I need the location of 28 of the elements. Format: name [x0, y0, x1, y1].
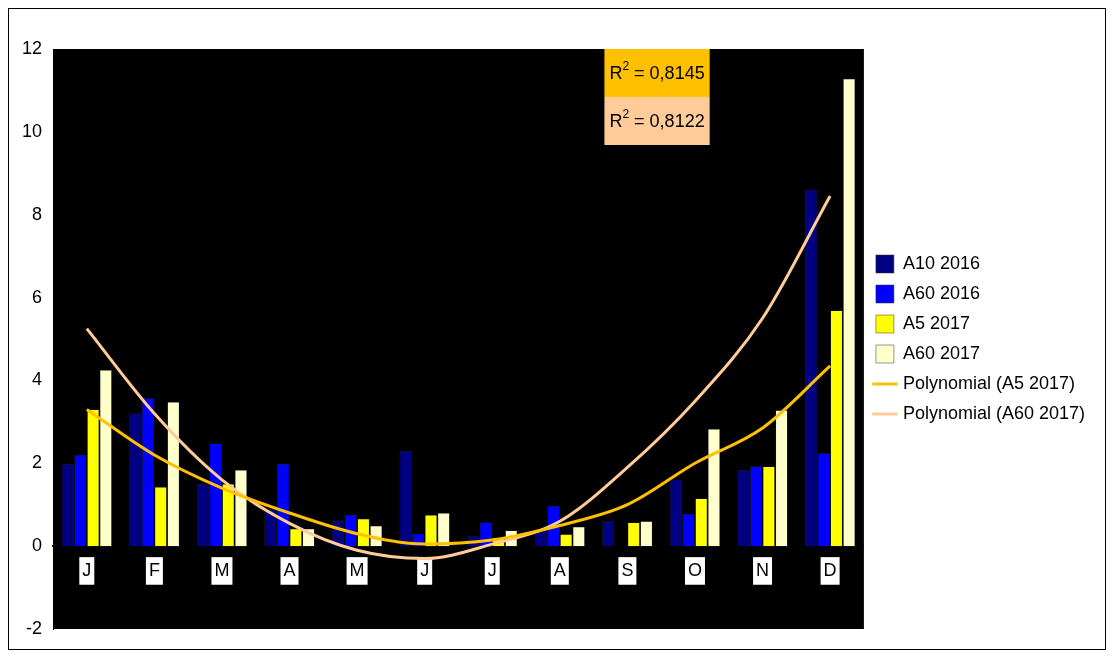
y-tick-label: -2: [26, 617, 43, 638]
x-tick-label: A: [553, 559, 566, 580]
x-tick-label: N: [756, 559, 770, 580]
y-tick-label: 6: [32, 286, 43, 307]
legend-label: A5 2017: [902, 312, 970, 333]
legend-label: Polynomial (A60 2017): [902, 402, 1086, 423]
line-series: [85, 194, 832, 561]
y-tick-label: 0: [32, 535, 43, 556]
x-tick-label: M: [349, 559, 365, 580]
legend-label: A60 2017: [902, 342, 980, 363]
y-tick-label: 12: [21, 37, 43, 58]
x-tick-label: M: [214, 559, 230, 580]
x-tick-label: F: [148, 559, 160, 580]
x-tick-label: A: [283, 559, 296, 580]
y-tick-label: 8: [32, 203, 43, 224]
x-tick-label: J: [487, 559, 497, 580]
line-series: [85, 364, 832, 546]
legend-label: A60 2016: [902, 282, 980, 303]
y-tick-label: 10: [21, 120, 43, 141]
x-tick-label: J: [420, 559, 430, 580]
x-tick-label: O: [687, 559, 702, 580]
legend-label: A10 2016: [902, 252, 980, 273]
x-tick-label: J: [82, 559, 92, 580]
y-tick-label: 4: [32, 369, 43, 390]
x-tick-label: S: [621, 559, 634, 580]
y-tick-label: 2: [32, 452, 43, 473]
x-tick-label: D: [823, 559, 837, 580]
legend-label: Polynomial (A5 2017): [902, 372, 1075, 393]
